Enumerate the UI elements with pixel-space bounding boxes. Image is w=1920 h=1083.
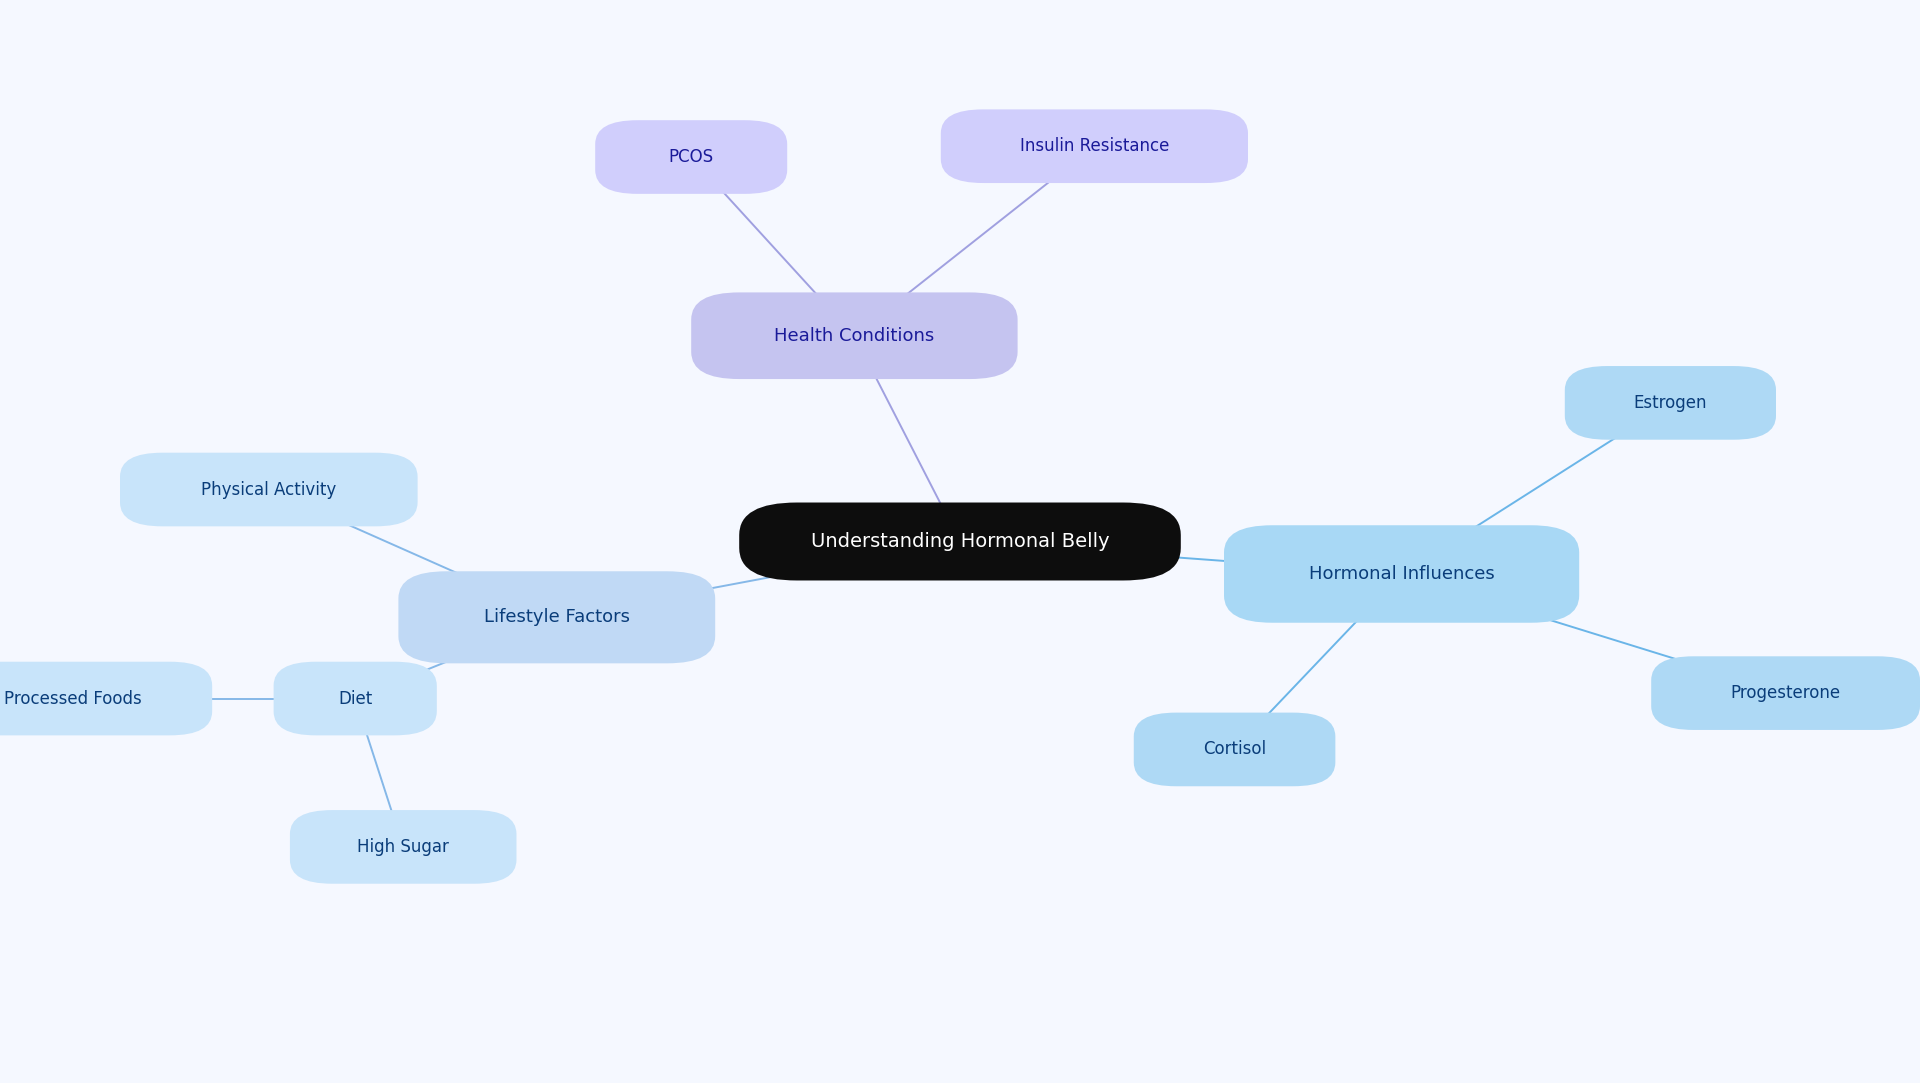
Text: High Sugar: High Sugar xyxy=(357,838,449,856)
FancyBboxPatch shape xyxy=(1651,656,1920,730)
FancyBboxPatch shape xyxy=(121,453,419,526)
FancyBboxPatch shape xyxy=(397,572,714,663)
FancyBboxPatch shape xyxy=(1225,525,1578,623)
Text: Diet: Diet xyxy=(338,690,372,707)
Text: Understanding Hormonal Belly: Understanding Hormonal Belly xyxy=(810,532,1110,551)
FancyBboxPatch shape xyxy=(273,662,436,735)
FancyBboxPatch shape xyxy=(0,662,211,735)
Text: Physical Activity: Physical Activity xyxy=(202,481,336,498)
Text: Lifestyle Factors: Lifestyle Factors xyxy=(484,609,630,626)
FancyBboxPatch shape xyxy=(941,109,1248,183)
FancyBboxPatch shape xyxy=(595,120,787,194)
Text: PCOS: PCOS xyxy=(668,148,714,166)
FancyBboxPatch shape xyxy=(1133,713,1336,786)
FancyBboxPatch shape xyxy=(1565,366,1776,440)
Text: Estrogen: Estrogen xyxy=(1634,394,1707,412)
Text: Processed Foods: Processed Foods xyxy=(4,690,142,707)
Text: Cortisol: Cortisol xyxy=(1204,741,1265,758)
Text: Hormonal Influences: Hormonal Influences xyxy=(1309,565,1494,583)
Text: Insulin Resistance: Insulin Resistance xyxy=(1020,138,1169,155)
FancyBboxPatch shape xyxy=(739,503,1181,580)
FancyBboxPatch shape xyxy=(691,292,1018,379)
Text: Progesterone: Progesterone xyxy=(1730,684,1841,702)
Text: Health Conditions: Health Conditions xyxy=(774,327,935,344)
FancyBboxPatch shape xyxy=(290,810,516,884)
